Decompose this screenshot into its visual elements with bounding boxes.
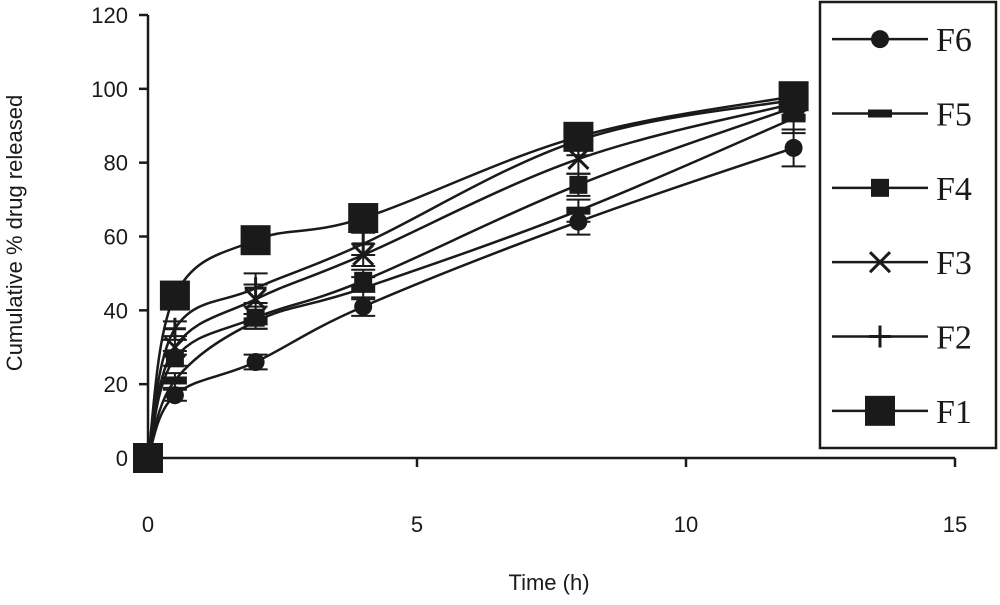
series-f3 — [136, 91, 806, 470]
marker-square — [569, 175, 588, 194]
marker-circle — [871, 30, 889, 49]
y-tick-label: 80 — [104, 151, 128, 176]
series-line-f3 — [146, 102, 794, 459]
legend-label-f2: F2 — [936, 320, 972, 357]
y-tick-label: 120 — [91, 3, 128, 28]
series-f6 — [139, 128, 806, 467]
axes: 0 20 40 60 80 100 120 0 5 10 15 — [91, 3, 967, 537]
y-tick-label: 40 — [104, 298, 128, 323]
marker-x — [868, 251, 892, 274]
marker-plus — [163, 317, 186, 340]
series-layer — [133, 81, 809, 473]
x-tick-label: 10 — [674, 512, 698, 537]
series-f1 — [133, 81, 809, 473]
x-tick-label: 5 — [411, 512, 423, 537]
marker-big-square — [865, 395, 895, 426]
legend-item-f4: F4 — [832, 171, 972, 208]
legend: F6 F5 F4 F3 F2 F1 — [818, 0, 998, 450]
marker-square — [354, 271, 373, 290]
legend-label-f1: F1 — [936, 394, 972, 431]
marker-circle — [246, 353, 265, 372]
legend-item-f3: F3 — [832, 245, 972, 282]
marker-circle — [165, 386, 184, 405]
y-axis-title: Cumulative % drug released — [2, 95, 27, 371]
legend-label-f5: F5 — [936, 97, 972, 134]
series-f2 — [137, 87, 806, 469]
series-f5 — [136, 102, 806, 462]
legend-item-f2: F2 — [832, 320, 972, 357]
legend-label-f6: F6 — [936, 22, 972, 59]
marker-x-stroke — [868, 251, 892, 274]
legend-label-f3: F3 — [936, 245, 972, 282]
marker-big-square — [778, 81, 809, 112]
series-f4 — [139, 95, 806, 467]
marker-x-stroke — [163, 336, 186, 359]
marker-plus — [869, 325, 891, 348]
marker-dash — [162, 376, 187, 385]
marker-x-stroke — [567, 147, 590, 171]
marker-dash — [566, 206, 591, 215]
marker-plus — [352, 232, 375, 255]
marker-big-square — [240, 225, 271, 256]
legend-item-f5: F5 — [832, 97, 972, 134]
legend-item-f6: F6 — [832, 22, 972, 59]
marker-big-square — [348, 203, 379, 234]
marker-big-square — [159, 280, 190, 311]
legend-box — [818, 0, 998, 450]
y-tick-label: 100 — [91, 77, 128, 102]
marker-big-square — [133, 443, 163, 473]
marker-circle — [354, 297, 373, 316]
y-tick-label: 60 — [104, 225, 128, 250]
marker-x — [567, 147, 590, 171]
marker-big-square — [563, 121, 594, 152]
marker-dash — [868, 109, 892, 118]
marker-circle — [784, 138, 803, 157]
series-line-f1 — [146, 94, 794, 459]
legend-item-f1: F1 — [832, 394, 972, 431]
legend-label-f4: F4 — [936, 171, 972, 208]
marker-square — [871, 178, 889, 197]
x-tick-label: 0 — [142, 512, 154, 537]
x-tick-label: 15 — [943, 512, 967, 537]
y-tick-label: 0 — [116, 446, 128, 471]
marker-plus — [244, 277, 267, 300]
y-tick-label: 20 — [104, 372, 128, 397]
series-line-f2 — [146, 98, 794, 459]
x-axis-title: Time (h) — [508, 570, 589, 595]
